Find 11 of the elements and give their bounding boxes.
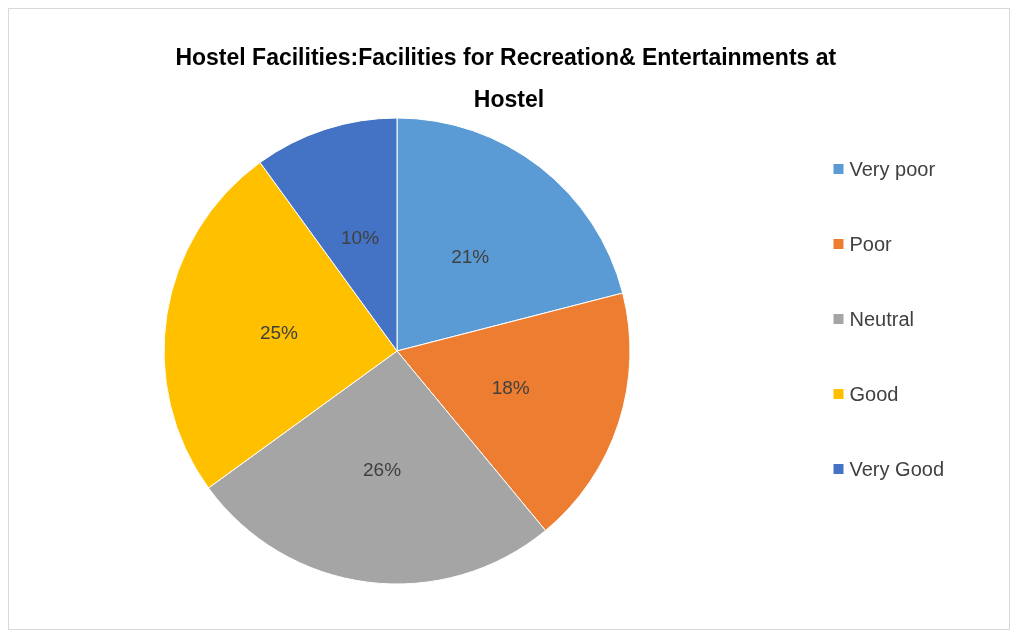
legend-label: Very Good (849, 458, 945, 480)
legend-label: Poor (849, 233, 893, 255)
legend-label: Good (849, 383, 899, 405)
legend-label: Very poor (849, 158, 936, 180)
chart-title: Hostel Facilities:Facilities for Recreation& Entertainments at Hostel (175, 44, 843, 112)
data-label: 21% (451, 246, 490, 268)
data-label: 18% (491, 377, 530, 399)
data-label: 10% (341, 226, 380, 248)
data-label: 25% (259, 321, 299, 343)
legend-label: Neutral (849, 308, 914, 330)
data-label: 26% (363, 459, 402, 481)
